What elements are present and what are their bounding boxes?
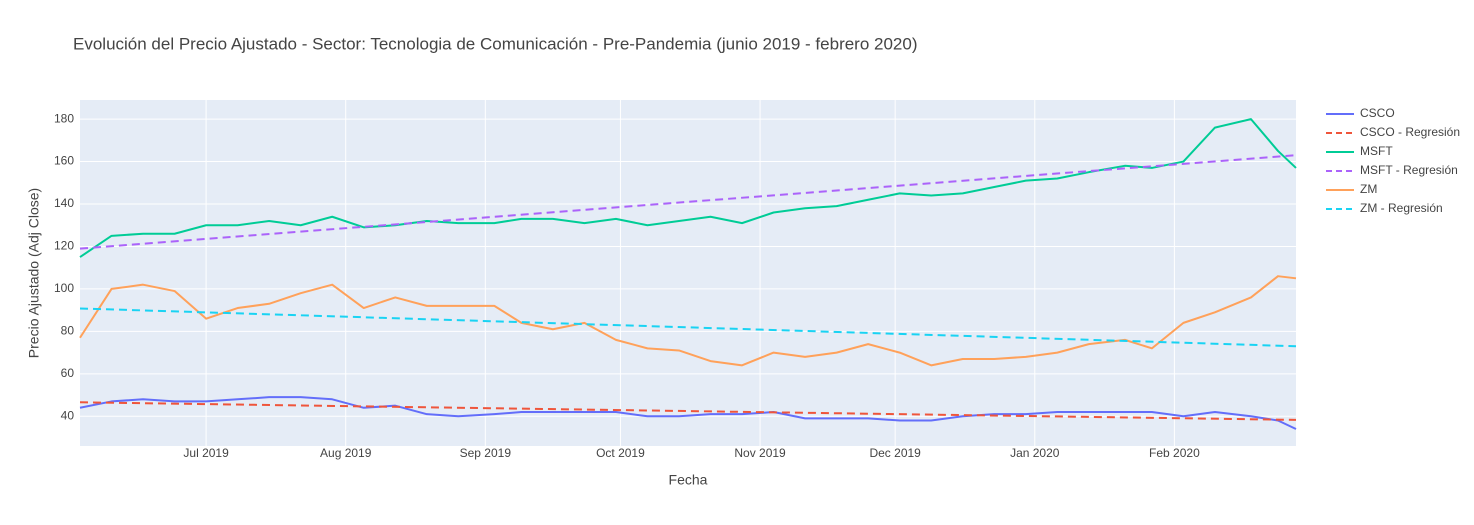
y-tick-label: 80: [61, 324, 75, 338]
x-tick-label: Feb 2020: [1149, 446, 1200, 460]
x-tick-label: Nov 2019: [734, 446, 786, 460]
legend-label: ZM - Regresión: [1360, 201, 1443, 215]
y-tick-label: 60: [61, 366, 75, 380]
y-tick-label: 140: [54, 196, 74, 210]
series-line: [79, 396, 1297, 430]
y-tick-label: 100: [54, 281, 74, 295]
y-axis-title: Precio Ajustado (Adj Close): [26, 188, 42, 358]
series-line: [79, 275, 1297, 367]
x-tick-label: Dec 2019: [869, 446, 921, 460]
legend-label: MSFT - Regresión: [1360, 163, 1458, 177]
plot-area: [80, 100, 1296, 446]
x-tick-label: Aug 2019: [320, 446, 372, 460]
series-line: [79, 154, 1297, 250]
legend-label: MSFT: [1360, 144, 1393, 158]
legend-label: CSCO: [1360, 106, 1395, 120]
series-line: [79, 401, 1297, 421]
x-tick-label: Jan 2020: [1010, 446, 1060, 460]
x-axis-title: Fecha: [669, 472, 708, 488]
y-tick-label: 120: [54, 239, 74, 253]
x-tick-label: Jul 2019: [183, 446, 229, 460]
x-tick-label: Sep 2019: [460, 446, 512, 460]
y-tick-label: 180: [54, 111, 74, 125]
y-tick-label: 160: [54, 154, 74, 168]
y-tick-label: 40: [61, 408, 75, 422]
series-line: [79, 307, 1297, 348]
legend-label: ZM: [1360, 182, 1377, 196]
legend-label: CSCO - Regresión: [1360, 125, 1460, 139]
x-tick-label: Oct 2019: [596, 446, 645, 460]
chart-title: Evolución del Precio Ajustado - Sector: …: [73, 34, 918, 53]
